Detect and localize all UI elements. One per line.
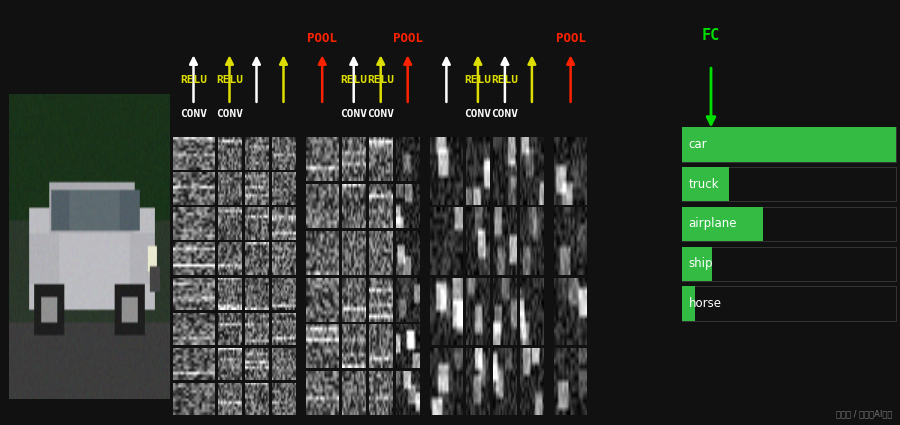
- Bar: [682, 167, 729, 201]
- Text: airplane: airplane: [688, 218, 737, 230]
- Text: truck: truck: [688, 178, 719, 190]
- Bar: [682, 127, 896, 162]
- Bar: [682, 246, 896, 281]
- Bar: [682, 286, 896, 321]
- Bar: [682, 167, 896, 201]
- Bar: [682, 207, 763, 241]
- Text: RELU: RELU: [340, 75, 367, 85]
- Text: POOL: POOL: [555, 31, 586, 45]
- Text: RELU: RELU: [464, 75, 491, 85]
- Text: RELU: RELU: [367, 75, 394, 85]
- Text: CONV: CONV: [216, 109, 243, 119]
- Text: CONV: CONV: [491, 109, 518, 119]
- Text: CONV: CONV: [340, 109, 367, 119]
- Bar: [682, 207, 896, 241]
- Text: horse: horse: [688, 298, 722, 310]
- Text: FC: FC: [702, 28, 720, 42]
- Text: ship: ship: [688, 258, 713, 270]
- Text: CONV: CONV: [367, 109, 394, 119]
- Text: CONV: CONV: [180, 109, 207, 119]
- Text: car: car: [688, 138, 707, 150]
- Text: RELU: RELU: [180, 75, 207, 85]
- Text: RELU: RELU: [491, 75, 518, 85]
- Text: POOL: POOL: [392, 31, 423, 45]
- Text: 头条号 / 幻风的AI之路: 头条号 / 幻风的AI之路: [836, 410, 893, 419]
- Text: RELU: RELU: [216, 75, 243, 85]
- Text: CONV: CONV: [464, 109, 491, 119]
- Bar: [682, 127, 896, 162]
- Bar: [682, 246, 712, 281]
- Text: POOL: POOL: [307, 31, 338, 45]
- Bar: [682, 286, 695, 321]
